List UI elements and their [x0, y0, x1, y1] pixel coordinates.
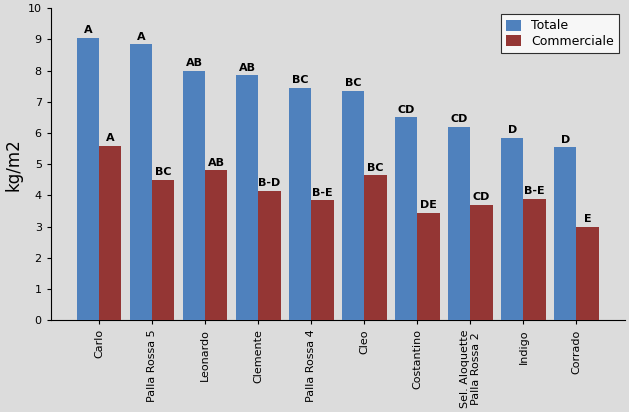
Bar [183, 70, 205, 320]
Bar [205, 171, 228, 320]
Bar [77, 38, 99, 320]
Y-axis label: kg/m2: kg/m2 [4, 138, 22, 191]
Text: BC: BC [155, 167, 172, 177]
Text: B-E: B-E [524, 186, 545, 196]
Text: B-D: B-D [259, 178, 281, 188]
Legend: Totale, Commerciale: Totale, Commerciale [501, 14, 618, 53]
Bar [554, 147, 576, 320]
Bar [523, 199, 546, 320]
Text: BC: BC [292, 75, 308, 85]
Bar [311, 200, 333, 320]
Bar [236, 75, 259, 320]
Text: D: D [508, 125, 517, 135]
Text: BC: BC [345, 78, 362, 89]
Bar [152, 180, 174, 320]
Text: CD: CD [398, 105, 415, 115]
Text: AB: AB [208, 158, 225, 168]
Text: CD: CD [450, 114, 468, 124]
Text: CD: CD [473, 192, 490, 202]
Text: A: A [136, 32, 145, 42]
Bar [448, 127, 470, 320]
Text: D: D [560, 135, 570, 145]
Text: A: A [84, 25, 92, 35]
Text: AB: AB [186, 58, 203, 68]
Bar [470, 205, 493, 320]
Bar [395, 117, 418, 320]
Bar [576, 227, 599, 320]
Bar [259, 191, 281, 320]
Bar [130, 44, 152, 320]
Bar [342, 91, 364, 320]
Text: BC: BC [367, 163, 384, 173]
Text: A: A [106, 133, 114, 143]
Bar [289, 88, 311, 320]
Bar [99, 145, 121, 320]
Text: DE: DE [420, 200, 437, 210]
Text: AB: AB [238, 63, 255, 73]
Bar [501, 138, 523, 320]
Bar [418, 213, 440, 320]
Bar [364, 175, 387, 320]
Text: E: E [584, 214, 591, 224]
Text: B-E: B-E [312, 187, 333, 198]
